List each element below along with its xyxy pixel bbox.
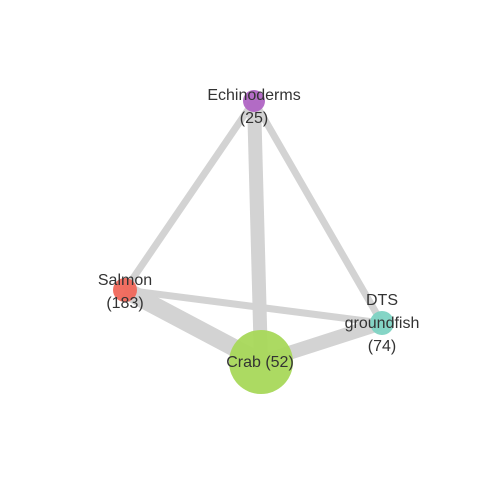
label-line-echinoderms-1: (25) xyxy=(240,110,268,127)
label-line-dts-2: (74) xyxy=(368,338,396,355)
node-crab xyxy=(229,330,293,394)
label-crab: Crab (52) xyxy=(226,354,294,371)
label-line-salmon-0: Salmon xyxy=(98,272,152,289)
label-line-crab-0: Crab (52) xyxy=(226,354,294,371)
node-echinoderms xyxy=(243,90,265,112)
node-dts xyxy=(370,311,394,335)
edge-salmon-dts xyxy=(124,286,383,327)
edge-echinoderms-crab xyxy=(247,100,268,363)
edge-echinoderms-dts xyxy=(250,99,386,325)
label-dts: DTS groundfish (74) xyxy=(345,292,420,355)
edge-echinoderms-salmon xyxy=(122,99,257,292)
nodes-layer xyxy=(113,90,394,394)
label-line-dts-1: groundfish xyxy=(345,315,420,332)
edges-layer xyxy=(120,99,386,370)
node-salmon xyxy=(113,278,137,302)
label-salmon: Salmon (183) xyxy=(98,272,152,312)
label-echinoderms: Echinoderms (25) xyxy=(207,87,300,127)
labels-layer: Echinoderms (25) Salmon (183) DTS groundfish (… xyxy=(98,87,419,371)
label-line-dts-0: DTS xyxy=(366,292,398,309)
label-line-salmon-1: (183) xyxy=(106,295,143,312)
label-line-echinoderms-0: Echinoderms xyxy=(207,87,300,104)
